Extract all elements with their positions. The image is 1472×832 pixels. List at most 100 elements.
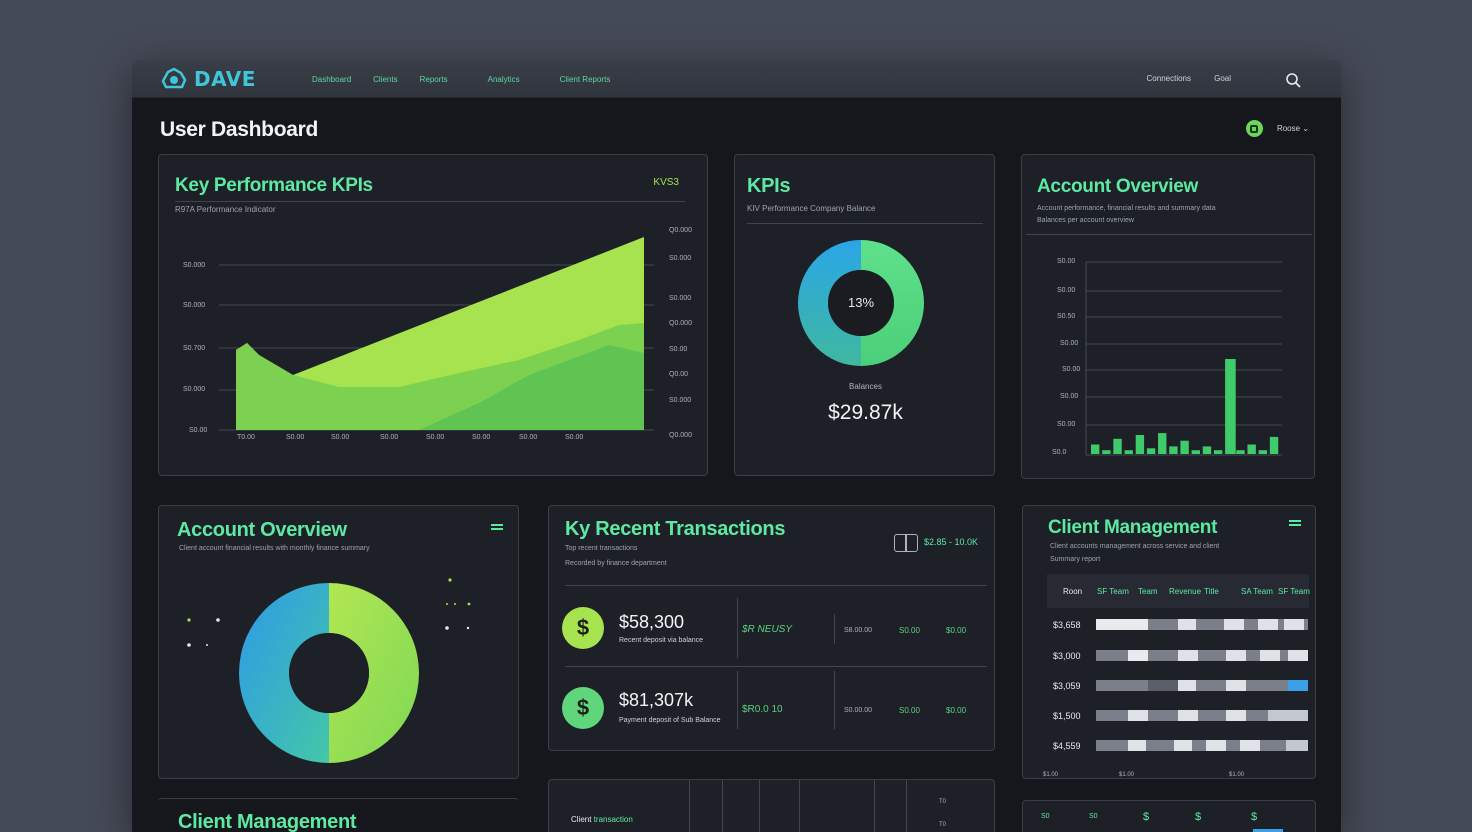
divider [747, 223, 983, 224]
column-header[interactable]: SF Team [1278, 587, 1310, 596]
transaction-cell: S0.00 [899, 706, 920, 715]
divider [737, 671, 738, 729]
y-right-tick: Q0.000 [669, 227, 692, 234]
transaction-cell: S8.00.00 [844, 627, 873, 634]
card-subtitle-2: Summary report [1050, 556, 1101, 563]
chevron-down-icon[interactable]: ⌄ [1302, 124, 1309, 133]
bar [1213, 450, 1223, 454]
progress-fill [1253, 829, 1283, 832]
transaction-cell: S0.00.00 [844, 707, 873, 714]
y-right-tick: S0.00 [669, 346, 688, 353]
table-row-bar[interactable] [1096, 680, 1308, 691]
card-title: Account Overview [177, 519, 347, 541]
donut-slice-green [861, 240, 924, 366]
y-right-tick: Q0.000 [669, 432, 692, 439]
transaction-amount: $81,307k [619, 690, 694, 710]
divider [759, 780, 760, 832]
account-overview-donut-card: Account Overview Client account financia… [158, 505, 519, 779]
bar [1180, 440, 1189, 454]
bottom-table-card: Client transaction T0 T0 [548, 779, 995, 832]
app-name: DAVE [194, 67, 256, 91]
divider [834, 671, 835, 729]
tick: $ [1143, 811, 1150, 823]
goal-link[interactable]: Goal [1214, 74, 1231, 83]
nav-item-clients[interactable]: Clients [373, 75, 398, 84]
y-tick: S0.0 [1052, 449, 1067, 456]
y-tick: S0.000 [183, 386, 206, 393]
table-row-bar[interactable] [1096, 619, 1308, 630]
menu-icon[interactable] [491, 524, 503, 530]
y-tick: S0.00 [1060, 393, 1079, 400]
bar [1135, 435, 1145, 454]
dollar-icon: $ [562, 607, 604, 649]
footer-tick: $1.00 [1119, 772, 1135, 778]
column-header[interactable]: Title [1204, 587, 1219, 596]
card-subtitle-2: Recorded by finance department [565, 560, 667, 567]
donut-slice-blue [239, 583, 329, 763]
y-tick: S0.00 [189, 427, 208, 434]
divider [834, 614, 835, 644]
divider [565, 585, 987, 586]
nav-item-dashboard[interactable]: Dashboard [312, 75, 352, 84]
scatter-dots [187, 578, 471, 647]
table-row-bar[interactable] [1096, 740, 1308, 751]
y-tick: S0.00 [1057, 258, 1076, 265]
y-tick: S0.00 [1062, 366, 1081, 373]
card-subtitle: Client account financial results with mo… [179, 545, 370, 552]
kpis-donut-chart [798, 240, 924, 366]
divider [874, 780, 875, 832]
table-row-bar[interactable] [1096, 710, 1308, 721]
tick: S0 [1041, 813, 1050, 820]
donut-slice-lime [329, 583, 419, 763]
nav-item-client-reports[interactable]: Client Reports [559, 75, 611, 84]
table-label: Client transaction [571, 815, 633, 824]
card-title: Account Overview [1037, 176, 1198, 197]
nav-item-reports[interactable]: Reports [419, 75, 448, 84]
footer-tick: $1.00 [1043, 772, 1059, 778]
column-header[interactable]: Revenue [1169, 587, 1202, 596]
date-range-link[interactable]: $2.85 - 10.0K [924, 537, 979, 547]
donut-hole [828, 270, 894, 336]
card-subtitle-2: Balances per account overview [1037, 217, 1134, 224]
page-title: User Dashboard [160, 118, 319, 141]
y-right-tick: Q0.00 [669, 371, 689, 378]
dollar-icon: $ [562, 687, 604, 729]
y-tick: S0.00 [1057, 421, 1076, 428]
column-header[interactable]: SA Team [1241, 587, 1273, 596]
x-tick: S0.00 [380, 434, 399, 441]
donut-slice-blue [798, 240, 861, 366]
cloud-icon [161, 67, 187, 89]
client-management-card: Client Management Client accounts manage… [1022, 505, 1316, 779]
connections-link[interactable]: Connections [1146, 74, 1191, 83]
menu-icon[interactable] [1289, 520, 1301, 526]
user-name: Roose ⌄ [1276, 124, 1309, 133]
column-header[interactable]: SF Team [1097, 587, 1129, 596]
app-logo[interactable]: DAVE [160, 67, 256, 91]
column-header[interactable]: Team [1138, 587, 1158, 596]
search-icon[interactable] [1285, 72, 1301, 88]
tick: T0 [939, 799, 947, 805]
bar [1158, 433, 1167, 454]
divider [722, 780, 723, 832]
divider [1026, 234, 1312, 235]
calendar-icon[interactable] [894, 534, 918, 552]
kpi-area-card: Key Performance KPIs KVS3 R97A Performan… [158, 154, 708, 476]
donut-hole [289, 633, 369, 713]
bar [1191, 450, 1200, 454]
app-window: DAVE Dashboard Clients Reports Analytics… [132, 60, 1341, 832]
column-header[interactable]: Roon [1063, 587, 1083, 596]
main-nav: Dashboard Clients Reports Analytics Clie… [312, 75, 610, 84]
card-subtitle: Top recent transactions [565, 545, 638, 552]
table-row-bar[interactable] [1096, 650, 1308, 661]
y-right-tick: S0.000 [669, 255, 692, 262]
bar [1146, 448, 1156, 454]
nav-item-analytics[interactable]: Analytics [487, 75, 520, 84]
transaction-cell: $0.00 [946, 706, 967, 715]
divider [565, 666, 987, 667]
user-menu[interactable]: Roose ⌄ [1245, 120, 1309, 137]
bar [1113, 438, 1122, 454]
avatar[interactable] [1245, 120, 1263, 137]
x-tick: S0.00 [331, 434, 350, 441]
bar [1269, 436, 1279, 454]
bar [1202, 446, 1212, 454]
